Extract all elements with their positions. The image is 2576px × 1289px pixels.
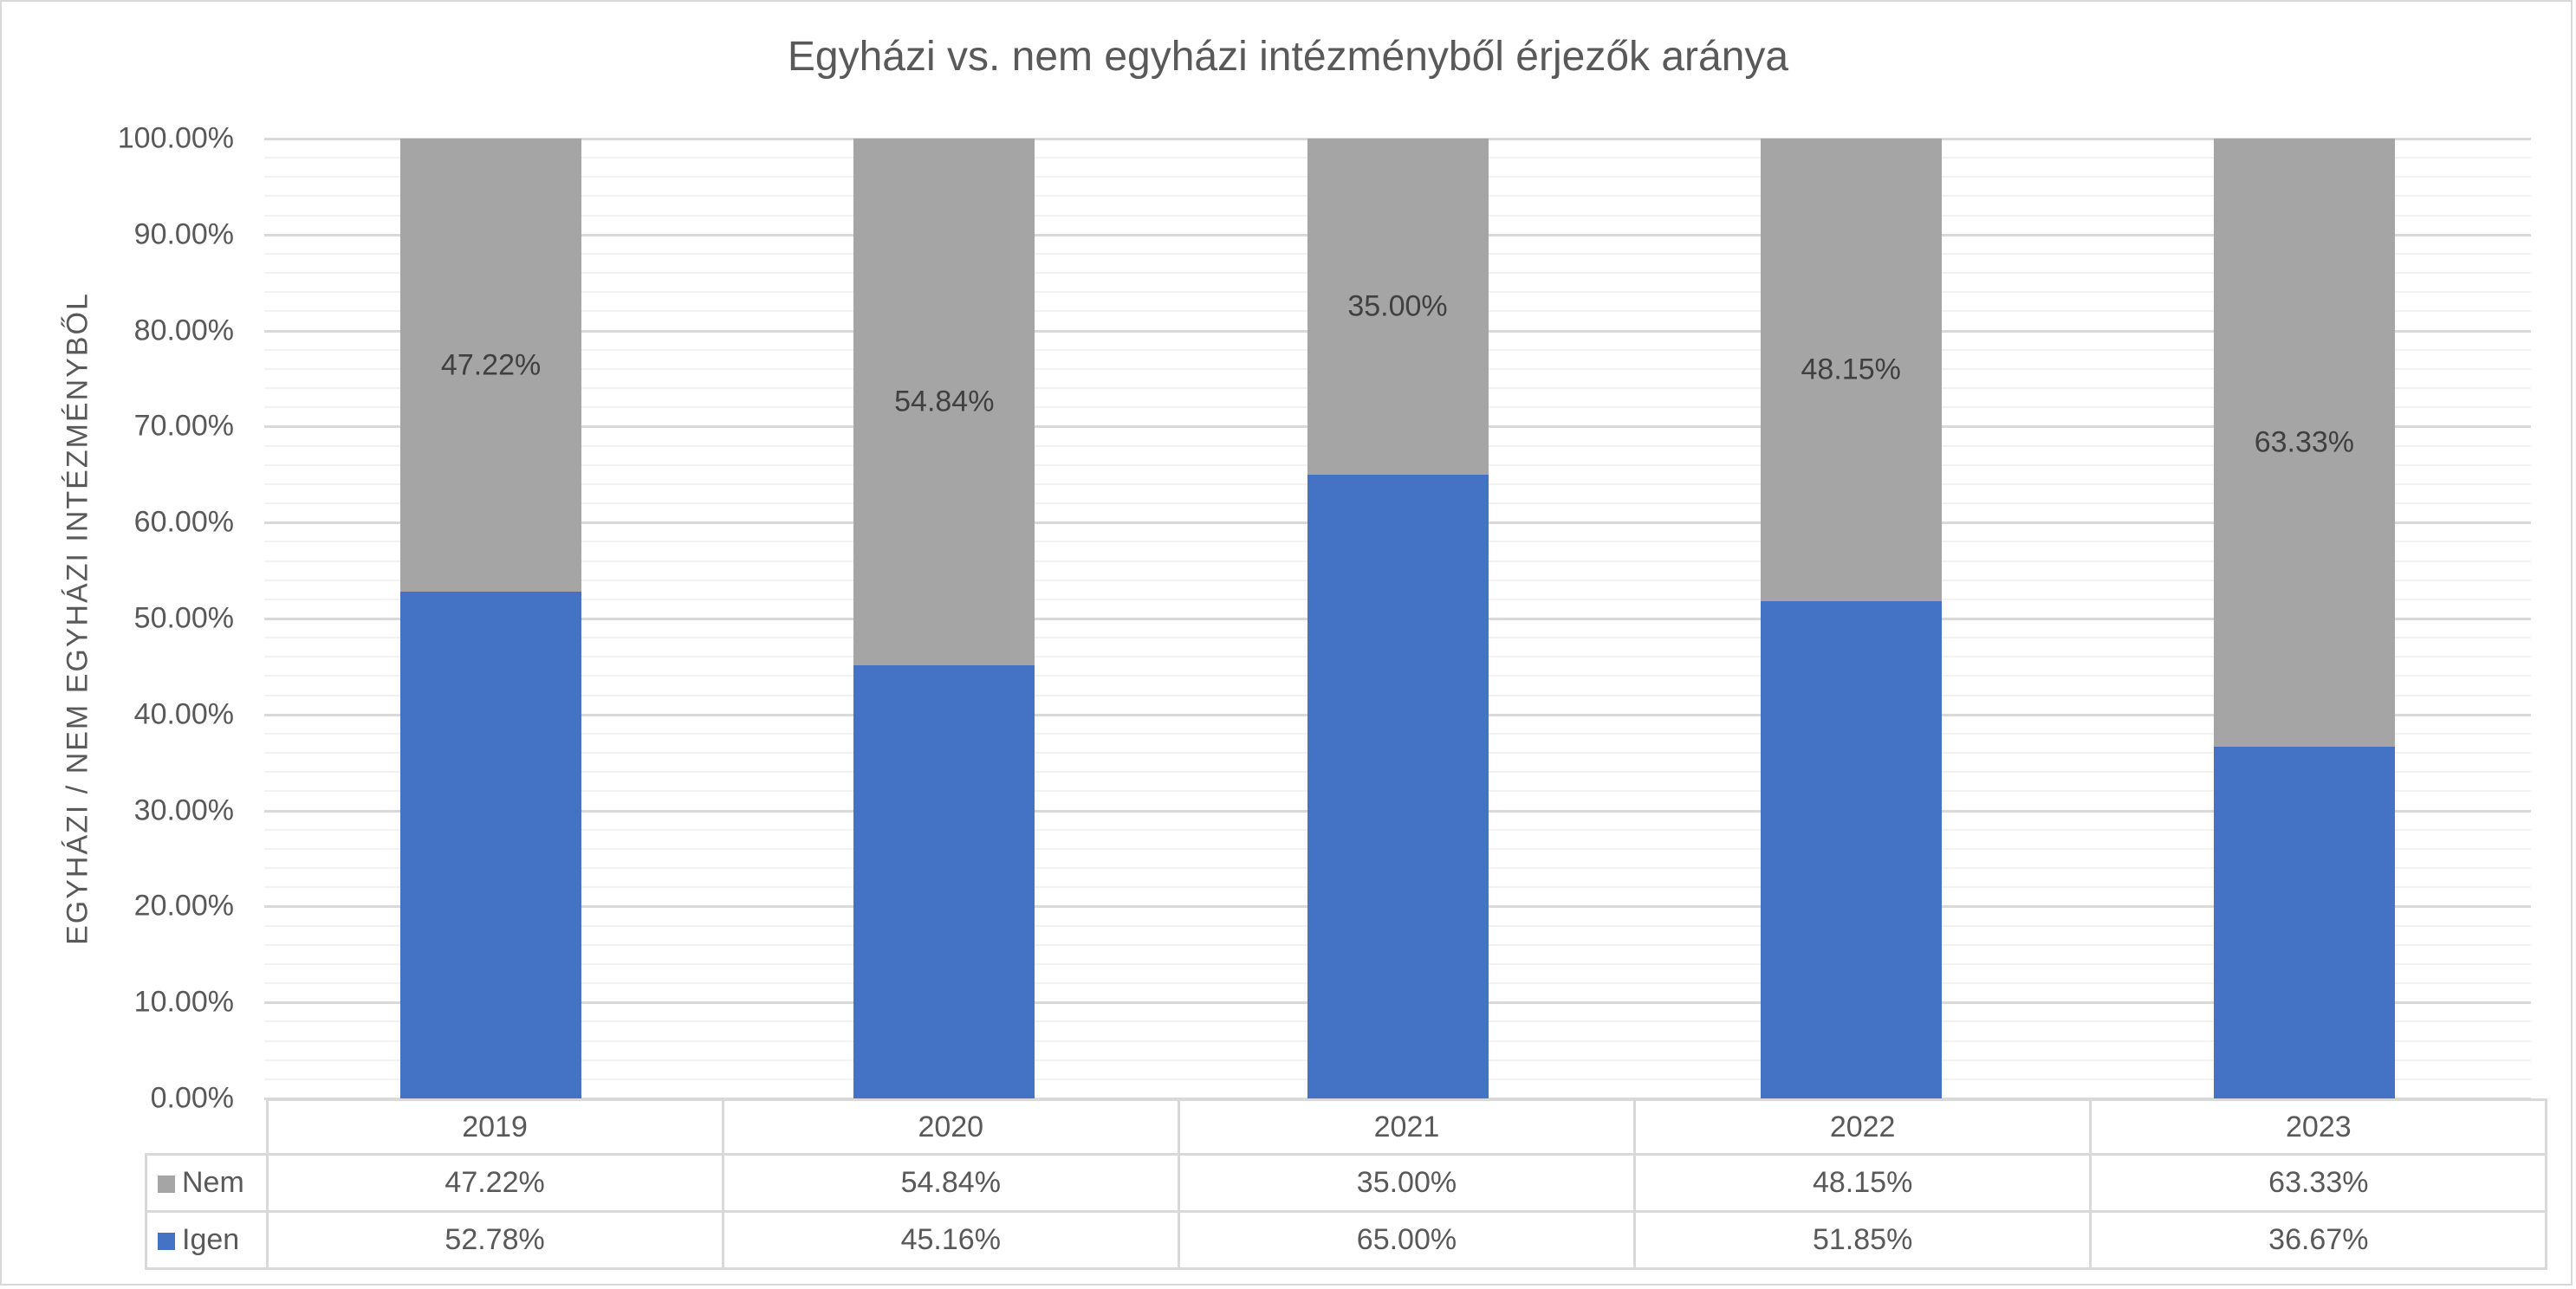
table-cell: 35.00% [1177, 1153, 1637, 1213]
y-tick-label: 90.00% [133, 217, 234, 251]
table-header-cell: 2022 [1633, 1098, 2093, 1156]
bar-segment-igen[interactable] [400, 592, 582, 1098]
table-header-cell: 2023 [2089, 1098, 2548, 1156]
major-gridline [264, 1098, 2531, 1100]
bar-segment-nem[interactable] [400, 139, 582, 593]
bar-2022[interactable]: 48.15% [1760, 139, 1942, 1098]
y-tick-label: 20.00% [133, 889, 234, 923]
table-cell: 47.22% [265, 1153, 724, 1213]
legend-entry-nem[interactable]: Nem [145, 1153, 269, 1213]
table-cell: 51.85% [1633, 1210, 2093, 1270]
table-cell: 54.84% [721, 1153, 1180, 1213]
data-label-nem: 54.84% [894, 385, 995, 418]
table-cell: 63.33% [2089, 1153, 2548, 1213]
bar-2021[interactable]: 35.00% [1307, 139, 1489, 1098]
table-cell: 65.00% [1177, 1210, 1637, 1270]
legend-swatch-icon [158, 1176, 175, 1194]
y-tick-label: 100.00% [117, 121, 234, 155]
table-header-cell: 2021 [1177, 1098, 1637, 1156]
bar-segment-nem[interactable] [2213, 139, 2395, 747]
table-cell: 52.78% [265, 1210, 724, 1270]
bar-segment-igen[interactable] [853, 664, 1035, 1098]
y-tick-label: 70.00% [133, 409, 234, 443]
legend-label: Nem [182, 1166, 244, 1199]
table-cell: 45.16% [721, 1210, 1180, 1270]
bar-segment-nem[interactable] [1760, 139, 1942, 601]
table-row-nem: Nem 47.22% 54.84% 35.00% 48.15% 63.33% [145, 1153, 2548, 1213]
y-tick-label: 30.00% [133, 793, 234, 827]
y-tick-label: 50.00% [133, 601, 234, 635]
legend-entry-igen[interactable]: Igen [145, 1210, 269, 1270]
table-header-cell: 2019 [265, 1098, 724, 1156]
table-cell: 36.67% [2089, 1210, 2548, 1270]
bar-segment-nem[interactable] [853, 139, 1035, 665]
bar-2020[interactable]: 54.84% [853, 139, 1035, 1098]
y-tick-label: 10.00% [133, 985, 234, 1019]
legend-swatch-icon [158, 1233, 175, 1251]
bar-2023[interactable]: 63.33% [2213, 139, 2395, 1098]
data-label-nem: 35.00% [1347, 289, 1448, 323]
bar-segment-nem[interactable] [1307, 139, 1489, 475]
bar-segment-igen[interactable] [1760, 600, 1942, 1098]
table-cell: 48.15% [1633, 1153, 2093, 1213]
y-tick-label: 80.00% [133, 314, 234, 347]
data-label-nem: 48.15% [1801, 353, 1901, 386]
legend-label: Igen [182, 1223, 240, 1256]
chart-title: Egyházi vs. nem egyházi intézményből érj… [787, 34, 1789, 80]
bar-segment-igen[interactable] [1307, 474, 1489, 1098]
table-corner [146, 1099, 269, 1155]
bar-2019[interactable]: 47.22% [400, 139, 582, 1098]
data-label-nem: 63.33% [2254, 425, 2355, 459]
bar-segment-igen[interactable] [2213, 746, 2395, 1098]
table-row-igen: Igen 52.78% 45.16% 65.00% 51.85% 36.67% [145, 1210, 2548, 1270]
data-label-nem: 47.22% [440, 348, 542, 382]
plot-area: 47.22% 54.84% 35.00% 48.15% 63.33% [264, 138, 2531, 1100]
y-tick-label: 40.00% [133, 697, 234, 731]
table-header-cell: 2020 [721, 1098, 1180, 1156]
data-table: 2019 2020 2021 2022 2023 Nem 47.22% 54.84% 35.00… [145, 1098, 2548, 1270]
y-tick-label: 60.00% [133, 505, 234, 539]
